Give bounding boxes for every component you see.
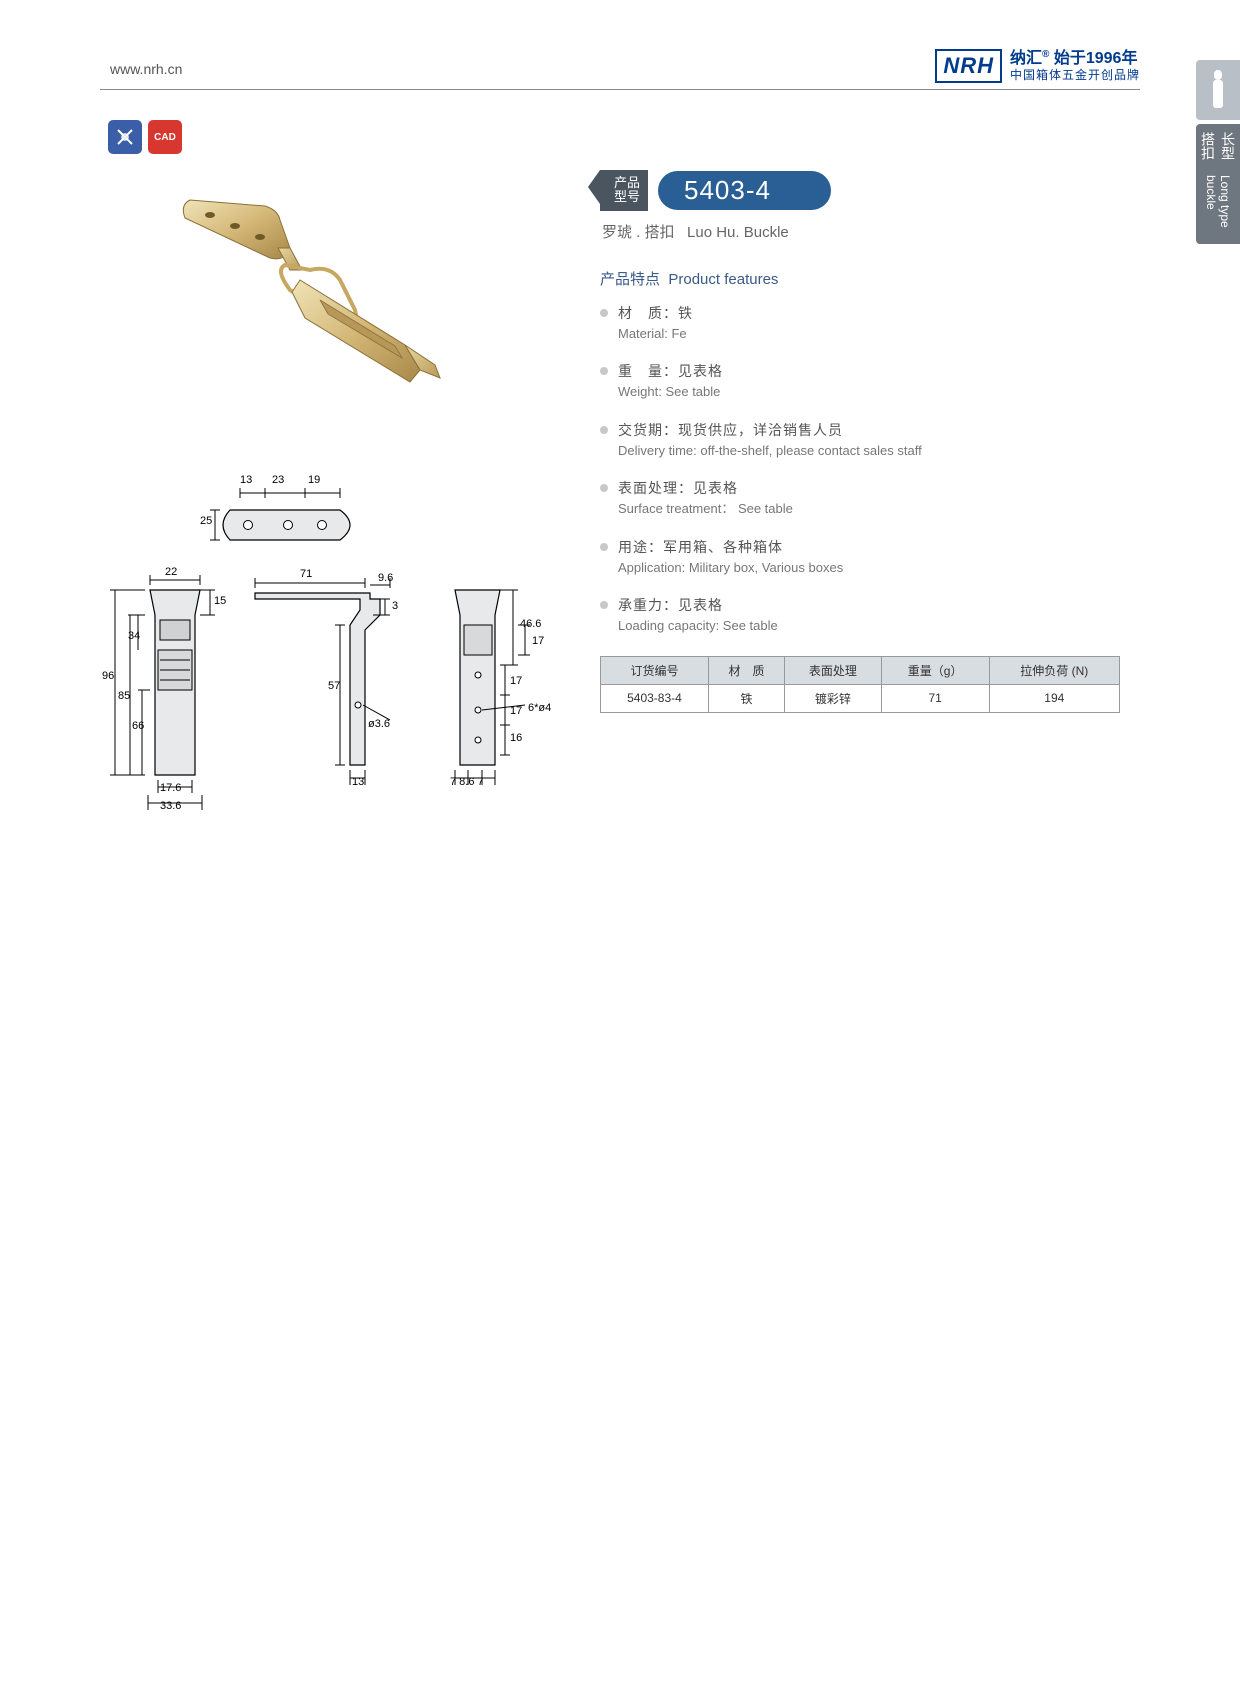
brand-since: 始于 [1054,50,1086,67]
brand-text: 纳汇® 始于1996年 中国箱体五金开创品牌 [1010,49,1140,83]
dim-side-h: 57 [328,680,340,692]
dim-right-holes: 6*ø4 [528,702,551,714]
dim-front-win: 17.6 [160,782,181,794]
brand-year: 1996年 [1086,50,1138,67]
dim-right-s2: 17 [510,705,522,717]
page-header: www.nrh.cn NRH 纳汇® 始于1996年 中国箱体五金开创品牌 [100,0,1140,90]
dim-side-b: 13 [352,776,364,788]
th-weight: 重量（g） [881,656,989,684]
model-number: 5403-4 [658,171,831,210]
dim-front-h: 96 [102,670,114,682]
site-url: www.nrh.cn [110,61,182,77]
table-row: 5403-83-4 铁 镀彩锌 71 194 [601,684,1120,712]
model-subtitle: 罗琥 . 搭扣 Luo Hu. Buckle [602,221,1120,242]
feature-item: 表面处理：见表格Surface treatment： See table [600,478,1120,519]
features-title: 产品特点 Product features [600,268,1120,289]
subtitle-en: Luo Hu. Buckle [687,224,789,241]
dim-top-h: 25 [200,515,212,527]
dim-front-step: 15 [214,595,226,607]
th-code: 订货编号 [601,656,709,684]
model-tag-l2: 型号 [614,190,640,204]
side-category-label: 长型搭扣 Long type buckle [1196,124,1240,244]
dim-front-h2: 34 [128,630,140,642]
feature-item: 交货期：现货供应，详洽销售人员Delivery time: off-the-sh… [600,420,1120,461]
dim-side-hole: ø3.6 [368,718,390,730]
spec-column: 产品 型号 5403-4 罗琥 . 搭扣 Luo Hu. Buckle 产品特点… [600,170,1120,890]
side-tab: 长型搭扣 Long type buckle [1196,60,1240,244]
feature-item: 材 质：铁Material: Fe [600,303,1120,344]
drawing-right-view [430,575,550,815]
th-surface: 表面处理 [785,656,882,684]
dim-front-h1: 85 [118,690,130,702]
dim-front-h3: 66 [132,720,144,732]
model-row: 产品 型号 5403-4 [600,170,1120,211]
feature-item: 重 量：见表格Weight: See table [600,361,1120,402]
product-photo [170,170,480,400]
dim-top-1: 13 [240,474,252,486]
drawing-side-view [245,575,415,815]
subtitle-cn: 罗琥 . 搭扣 [602,224,675,241]
dim-front-wtop: 22 [165,566,177,578]
dim-side-w: 71 [300,568,312,580]
technical-drawings: 13 23 19 25 [100,480,560,880]
dim-side-gap: 9.6 [378,572,393,584]
model-tag: 产品 型号 [600,170,648,211]
drawing-column: 13 23 19 25 [100,170,560,890]
feature-item: 承重力：见表格Loading capacity: See table [600,595,1120,636]
th-load: 拉伸负荷 (N) [989,656,1119,684]
blueprint-icon[interactable] [108,120,142,154]
spec-table: 订货编号 材 质 表面处理 重量（g） 拉伸负荷 (N) 5403-83-4 铁… [600,656,1120,713]
dim-top-2: 23 [272,474,284,486]
dim-side-t: 3 [392,600,398,612]
dim-right-s1a: 17 [532,635,544,647]
side-label-en: Long type buckle [1204,175,1232,236]
side-label-cn: 长型搭扣 [1198,132,1238,169]
drawing-top-view [210,480,380,560]
feature-item: 用途：军用箱、各种箱体Application: Military box, Va… [600,537,1120,578]
th-material: 材 质 [708,656,784,684]
dim-right-s3: 16 [510,732,522,744]
features-list: 材 质：铁Material: Fe 重 量：见表格Weight: See tab… [600,303,1120,636]
brand-slogan: 中国箱体五金开创品牌 [1010,68,1140,82]
dim-front-wout: 33.6 [160,800,181,812]
cad-icon[interactable]: CAD [148,120,182,154]
file-badges: CAD [108,120,182,154]
drawing-front-view [100,575,230,835]
brand-block: NRH 纳汇® 始于1996年 中国箱体五金开创品牌 [935,49,1140,83]
dim-top-3: 19 [308,474,320,486]
logo-icon: NRH [935,49,1002,83]
model-tag-l1: 产品 [614,176,640,190]
dim-right-b: 7 8.6 7 [450,776,484,788]
brand-name: 纳汇 [1010,50,1042,67]
side-product-icon [1196,60,1240,120]
dim-right-h: 46.6 [520,618,541,630]
dim-right-s1: 17 [510,675,522,687]
